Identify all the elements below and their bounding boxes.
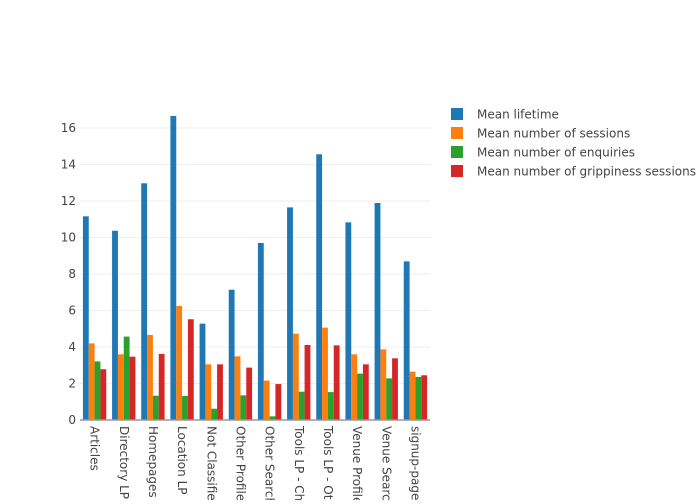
bar (147, 334, 153, 420)
bar (112, 230, 118, 420)
bar (351, 354, 358, 420)
legend-label: Mean number of grippiness sessions (477, 165, 696, 179)
bars (82, 115, 428, 420)
y-tick-label: 16 (61, 121, 76, 135)
bar (287, 207, 293, 420)
bar (246, 367, 253, 420)
legend-swatch (451, 108, 463, 120)
bar (88, 343, 95, 420)
bar (141, 183, 148, 420)
x-tick-label: Other Profiles (233, 426, 247, 500)
bar (199, 323, 206, 420)
bar (228, 289, 235, 420)
bar (298, 391, 305, 420)
bar (415, 376, 422, 420)
bar (333, 345, 340, 420)
bar (345, 222, 352, 420)
bar (322, 327, 328, 420)
x-tick-label: signup-page (408, 426, 422, 500)
x-tick-label: Tools LP - Ch (292, 425, 306, 500)
bar (100, 369, 107, 420)
bar (234, 356, 241, 420)
y-tick-label: 4 (68, 340, 76, 354)
bar (94, 361, 101, 420)
x-tick-label: Venue Search (379, 426, 393, 500)
legend-label: Mean lifetime (477, 108, 559, 122)
legend-swatch (451, 146, 463, 158)
y-tick-label: 0 (68, 413, 76, 427)
x-tick-label: Not Classified (204, 426, 218, 500)
bar (187, 319, 194, 420)
bar (117, 354, 124, 420)
legend-label: Mean number of sessions (477, 127, 630, 141)
legend-swatch (451, 127, 463, 139)
bar (409, 371, 416, 420)
bar (176, 305, 183, 420)
bar (357, 373, 363, 420)
bar (380, 349, 387, 420)
bar (263, 380, 270, 420)
bar (327, 392, 334, 420)
bar (217, 364, 223, 420)
bar (170, 115, 177, 420)
x-tick-label: Articles (88, 426, 102, 471)
x-tick-label: Homepages (146, 426, 160, 498)
bar (158, 353, 165, 420)
bar (304, 344, 311, 420)
y-tick-labels: 0 2 4 6 8 10 12 14 16 (61, 121, 76, 427)
x-tick-label: Venue Profile (350, 426, 364, 500)
bar (129, 356, 136, 420)
bar (421, 375, 428, 420)
bar (403, 261, 410, 420)
y-tick-label: 6 (68, 304, 76, 318)
bar (316, 154, 323, 420)
bar (240, 395, 247, 420)
bar (275, 384, 282, 420)
bar (205, 364, 212, 420)
x-tick-label: Location LP (175, 426, 189, 495)
legend-label: Mean number of enquiries (477, 146, 635, 160)
bar (392, 358, 398, 420)
legend: Mean lifetime Mean number of sessions Mean… (451, 108, 696, 179)
x-tick-label: Directory LP (117, 426, 131, 499)
bar (152, 395, 159, 420)
gridlines (80, 127, 430, 384)
legend-swatch (451, 165, 463, 177)
y-tick-label: 14 (61, 158, 76, 172)
bar (211, 408, 218, 420)
x-tick-label: Other Search (263, 426, 277, 500)
y-tick-label: 10 (61, 231, 76, 245)
bar (257, 242, 264, 420)
bar (386, 378, 393, 420)
bar (182, 395, 188, 420)
bar (292, 333, 299, 420)
y-tick-label: 8 (68, 267, 76, 281)
bar (362, 364, 369, 420)
x-tick-label: Tools LP - Oth (321, 425, 335, 500)
bar (374, 203, 381, 420)
bar (123, 336, 130, 420)
x-tick-labels: Articles Directory LP Homepages Location LP… (88, 425, 423, 504)
bar (269, 416, 276, 420)
y-tick-label: 2 (68, 377, 76, 391)
bar (82, 216, 89, 420)
y-tick-label: 12 (61, 194, 76, 208)
